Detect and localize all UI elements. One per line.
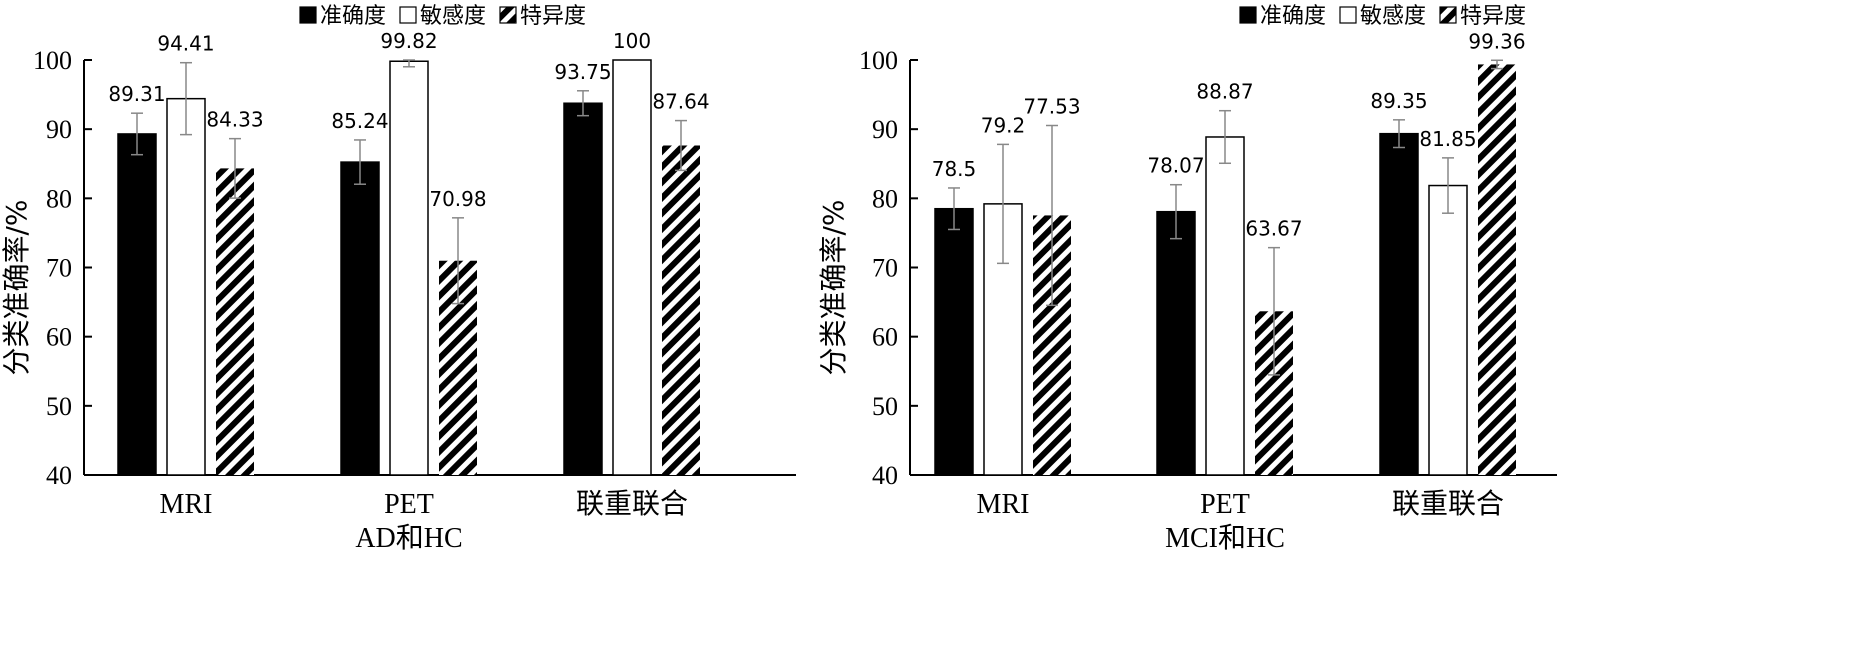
data-label: 81.85 bbox=[1419, 127, 1476, 151]
data-label: 77.53 bbox=[1023, 95, 1080, 119]
y-tick-label: 60 bbox=[872, 323, 898, 352]
data-label: 88.87 bbox=[1196, 80, 1253, 104]
x-axis-label: AD和HC bbox=[355, 522, 462, 554]
bar bbox=[563, 102, 603, 476]
chart-panel-mci-hc: 40 50 60 70 80 90 100 分类准确率/% 78.579.277.53 MRI 78… bbox=[817, 4, 1557, 554]
legend-swatch bbox=[1339, 6, 1357, 24]
x-tick-label: 联重联合 bbox=[576, 488, 688, 520]
y-axis-label: 分类准确率/% bbox=[0, 199, 33, 375]
data-label: 79.2 bbox=[981, 113, 1026, 137]
data-label: 99.82 bbox=[380, 29, 437, 53]
y-tick-label: 100 bbox=[859, 46, 898, 75]
data-label: 70.98 bbox=[429, 187, 486, 211]
bar bbox=[1156, 210, 1196, 476]
data-label: 89.31 bbox=[108, 82, 165, 106]
y-tick-label: 60 bbox=[46, 323, 72, 352]
legend-label: 特异度 bbox=[1460, 4, 1526, 29]
bar bbox=[166, 97, 206, 476]
bar bbox=[216, 168, 254, 476]
y-tick-label: 70 bbox=[872, 254, 898, 283]
data-label: 87.64 bbox=[652, 90, 709, 114]
legend-swatch bbox=[1439, 6, 1457, 24]
legend-label: 特异度 bbox=[520, 4, 586, 29]
data-label: 78.07 bbox=[1147, 154, 1204, 178]
data-label: 89.35 bbox=[1370, 89, 1427, 113]
x-tick-label: MRI bbox=[977, 489, 1030, 520]
y-tick-label: 90 bbox=[46, 115, 72, 144]
data-label: 84.33 bbox=[206, 108, 263, 132]
bar bbox=[1379, 132, 1419, 476]
data-label: 94.41 bbox=[157, 32, 214, 56]
bar bbox=[1478, 64, 1516, 475]
legend-swatch bbox=[499, 6, 517, 24]
y-tick-label: 90 bbox=[872, 115, 898, 144]
y-tick-label: 80 bbox=[872, 184, 898, 213]
legend-label: 敏感度 bbox=[420, 4, 486, 29]
legend-label: 敏感度 bbox=[1360, 4, 1426, 29]
chart-panel-ad-hc: 40 50 60 70 80 90 100 分类准确率/% 89.31 94.41 84.33 MRI… bbox=[0, 4, 796, 554]
legend-swatch bbox=[299, 6, 317, 24]
bar bbox=[1205, 136, 1245, 476]
bar bbox=[662, 145, 700, 476]
bar bbox=[1428, 184, 1468, 476]
y-tick-label: 70 bbox=[46, 254, 72, 283]
legend-swatch bbox=[1239, 6, 1257, 24]
y-tick-label: 50 bbox=[872, 392, 898, 421]
y-tick-label: 40 bbox=[872, 461, 898, 490]
bar bbox=[117, 133, 157, 476]
y-tick-label: 100 bbox=[33, 46, 72, 75]
x-tick-label: MRI bbox=[160, 489, 213, 520]
legend-label: 准确度 bbox=[320, 4, 386, 29]
data-label: 85.24 bbox=[331, 109, 388, 133]
bar bbox=[340, 161, 380, 476]
data-label: 78.5 bbox=[932, 157, 977, 181]
x-tick-label: PET bbox=[384, 489, 434, 520]
legend-swatch bbox=[399, 6, 417, 24]
y-tick-label: 80 bbox=[46, 184, 72, 213]
data-label: 100 bbox=[613, 29, 651, 53]
bar bbox=[389, 60, 429, 476]
y-axis-label: 分类准确率/% bbox=[817, 199, 850, 375]
x-tick-label: PET bbox=[1200, 489, 1250, 520]
data-label: 63.67 bbox=[1245, 217, 1302, 241]
legend-label: 准确度 bbox=[1260, 4, 1326, 29]
data-label: 93.75 bbox=[554, 60, 611, 84]
y-tick-label: 50 bbox=[46, 392, 72, 421]
y-tick-label: 40 bbox=[46, 461, 72, 490]
bar bbox=[612, 59, 652, 476]
x-axis-label: MCI和HC bbox=[1165, 522, 1285, 554]
x-tick-label: 联重联合 bbox=[1392, 488, 1504, 520]
bar bbox=[934, 207, 974, 476]
data-label: 99.36 bbox=[1468, 29, 1525, 53]
